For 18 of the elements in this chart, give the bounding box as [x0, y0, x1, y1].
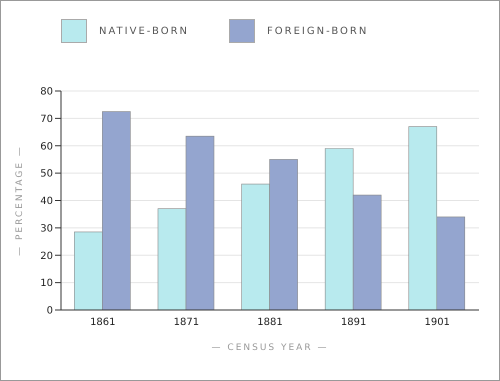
y-tick-label: 70 — [40, 114, 53, 125]
y-tick-label: 30 — [40, 223, 53, 234]
x-tick-label: 1891 — [340, 317, 366, 328]
y-tick-label: 50 — [40, 168, 53, 180]
x-tick-label: 1861 — [90, 317, 116, 328]
x-tick-label: 1901 — [424, 317, 450, 328]
legend-label: FOREIGN-BORN — [267, 26, 368, 36]
x-tick-label: 1871 — [174, 317, 200, 328]
y-tick-label: 60 — [40, 141, 53, 152]
legend-label: NATIVE-BORN — [99, 26, 189, 36]
y-tick-label: 0 — [46, 306, 53, 317]
y-tick-label: 20 — [40, 250, 53, 262]
x-tick-label: 1881 — [257, 317, 283, 328]
y-tick-label: 10 — [40, 278, 53, 290]
x-axis-title: — CENSUS YEAR — — [212, 343, 328, 353]
y-axis-title: — PERCENTAGE — — [15, 145, 26, 256]
y-tick-label: 40 — [40, 196, 53, 208]
y-tick-label: 80 — [40, 86, 53, 98]
